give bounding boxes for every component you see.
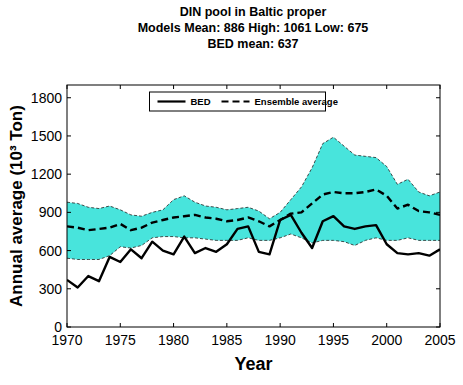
y-tick [436, 288, 440, 289]
y-tick-label: 300 [39, 281, 63, 297]
title: DIN pool in Baltic proper [180, 5, 327, 19]
subtitle: Models Mean: 886 High: 1061 Low: 675 [138, 21, 369, 35]
y-tick [67, 212, 71, 213]
y-tick-label: 1800 [31, 90, 62, 106]
x-axis-label: Year [234, 354, 272, 374]
y-tick-label: 600 [39, 243, 63, 259]
y-tick [67, 327, 71, 328]
plot-frame [67, 85, 440, 327]
x-tick [280, 85, 281, 89]
x-tick [333, 323, 334, 327]
y-tick [67, 97, 71, 98]
x-tick [333, 85, 334, 89]
x-tick-label: 1975 [105, 332, 136, 348]
x-tick-label: 1990 [265, 332, 296, 348]
x-tick [440, 85, 441, 89]
x-tick [120, 85, 121, 89]
x-tick-label: 2000 [371, 332, 402, 348]
y-tick [436, 135, 440, 136]
series-line [67, 189, 440, 230]
subtitle: BED mean: 637 [207, 37, 298, 51]
legend-label: BED [191, 96, 211, 107]
y-tick [436, 97, 440, 98]
legend: BED Ensemble average [150, 92, 338, 111]
x-tick [280, 323, 281, 327]
chart: DIN pool in Baltic proper Models Mean: 88… [0, 0, 463, 385]
x-tick [440, 323, 441, 327]
x-tick [386, 85, 387, 89]
band-edge [67, 137, 440, 219]
x-tick [226, 85, 227, 89]
y-tick [67, 288, 71, 289]
y-axis-label: Annual average (10³ Ton) [7, 105, 26, 307]
x-tick [386, 323, 387, 327]
x-tick [226, 323, 227, 327]
y-tick-label: 900 [39, 204, 63, 220]
legend-swatch [222, 100, 250, 102]
y-tick [436, 250, 440, 251]
y-tick [436, 327, 440, 328]
x-tick-label: 1970 [51, 332, 82, 348]
x-tick [173, 85, 174, 89]
plot-area [67, 137, 440, 287]
x-tick-label: 1995 [318, 332, 349, 348]
x-tick [120, 323, 121, 327]
x-tick [173, 323, 174, 327]
y-tick [67, 135, 71, 136]
y-tick-label: 1200 [31, 166, 62, 182]
y-tick [67, 250, 71, 251]
y-tick [436, 212, 440, 213]
y-tick [67, 174, 71, 175]
y-tick [436, 174, 440, 175]
y-tick-label: 1500 [31, 128, 62, 144]
x-tick-label: 1980 [158, 332, 189, 348]
x-tick [67, 323, 68, 327]
x-tick [67, 85, 68, 89]
x-tick-label: 2005 [424, 332, 455, 348]
x-tick-label: 1985 [211, 332, 242, 348]
legend-label: Ensemble average [255, 96, 338, 107]
legend-swatch [158, 100, 186, 102]
